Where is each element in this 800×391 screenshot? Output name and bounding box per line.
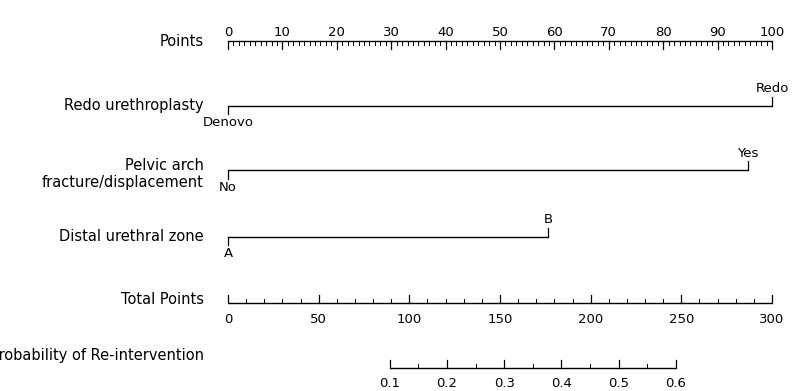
Text: Distal urethral zone: Distal urethral zone	[59, 229, 204, 244]
Text: 0.3: 0.3	[494, 377, 514, 390]
Text: Yes: Yes	[738, 147, 758, 160]
Text: 40: 40	[438, 26, 454, 39]
Text: 150: 150	[487, 313, 513, 326]
Text: 0.2: 0.2	[436, 377, 458, 390]
Text: 50: 50	[310, 313, 327, 326]
Text: 0.1: 0.1	[379, 377, 400, 390]
Text: Points: Points	[160, 34, 204, 48]
Text: 300: 300	[759, 313, 785, 326]
Text: B: B	[543, 213, 553, 226]
Text: 0.6: 0.6	[666, 377, 686, 390]
Text: 100: 100	[397, 313, 422, 326]
Text: Redo urethroplasty: Redo urethroplasty	[64, 98, 204, 113]
Text: Denovo: Denovo	[202, 116, 254, 129]
Text: A: A	[223, 247, 233, 260]
Text: Probability of Re-intervention: Probability of Re-intervention	[0, 348, 204, 363]
Text: 60: 60	[546, 26, 562, 39]
Text: 20: 20	[328, 26, 346, 39]
Text: 0: 0	[224, 26, 232, 39]
Text: 10: 10	[274, 26, 291, 39]
Text: 200: 200	[578, 313, 603, 326]
Text: Redo: Redo	[755, 82, 789, 95]
Text: 0: 0	[224, 313, 232, 326]
Text: 100: 100	[759, 26, 785, 39]
Text: 90: 90	[710, 26, 726, 39]
Text: 50: 50	[491, 26, 509, 39]
Text: 250: 250	[669, 313, 694, 326]
Text: No: No	[219, 181, 237, 194]
Text: Total Points: Total Points	[121, 292, 204, 307]
Text: 30: 30	[382, 26, 400, 39]
Text: 0.4: 0.4	[551, 377, 572, 390]
Text: 0.5: 0.5	[608, 377, 630, 390]
Text: 70: 70	[600, 26, 618, 39]
Text: Pelvic arch
fracture/displacement: Pelvic arch fracture/displacement	[42, 158, 204, 190]
Text: 80: 80	[655, 26, 671, 39]
